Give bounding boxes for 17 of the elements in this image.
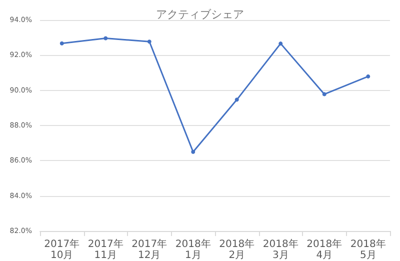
point (366, 74, 370, 78)
point (147, 40, 152, 44)
chart-title: アクティブシェア (156, 8, 244, 21)
point (322, 92, 326, 96)
x-tick-label: 2017年12月 (132, 238, 168, 261)
x-tick-label: 2017年10月 (44, 238, 80, 261)
x-tick-label: 2018年3月 (262, 238, 298, 261)
point (191, 150, 196, 154)
point (104, 36, 108, 40)
point (234, 98, 239, 102)
x-tick-label: 2017年11月 (88, 238, 124, 261)
x-tick-label: 2018年2月 (219, 238, 255, 261)
x-tick-label: 2018年5月 (350, 238, 386, 261)
x-tick-label: 2018年1月 (175, 238, 211, 261)
point (278, 42, 283, 46)
point (60, 41, 64, 46)
x-tick-label: 2018年4月 (306, 238, 342, 261)
